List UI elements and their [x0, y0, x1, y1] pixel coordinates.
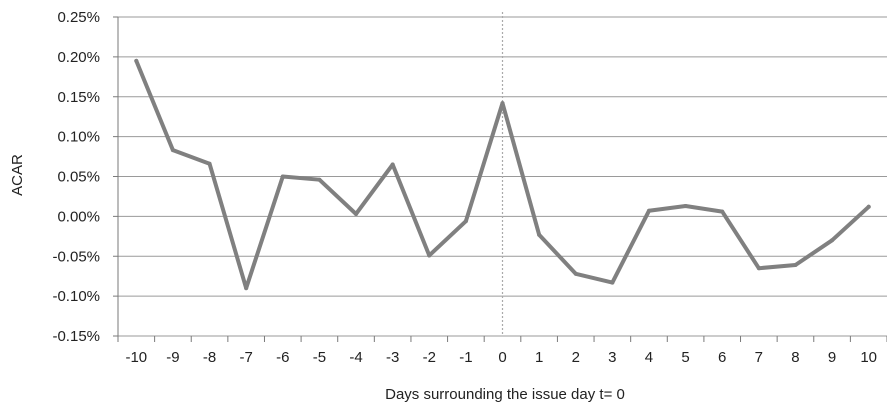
x-tick-label: -10 [125, 349, 147, 366]
x-tick-label: -7 [239, 349, 252, 366]
x-tick-label: 5 [681, 349, 689, 366]
x-tick-label: -3 [386, 349, 399, 366]
y-tick-label: -0.15% [52, 328, 100, 345]
data-point [610, 280, 615, 285]
x-tick-label: 4 [645, 349, 653, 366]
data-point [756, 266, 761, 271]
y-tick-label: 0.25% [57, 9, 100, 26]
y-tick-label: -0.05% [52, 248, 100, 265]
y-tick-label: 0.10% [57, 129, 100, 146]
data-point [573, 271, 578, 276]
data-point [463, 219, 468, 224]
x-tick-label: -1 [459, 349, 472, 366]
data-point [500, 101, 505, 106]
data-point [244, 286, 249, 291]
data-point [390, 162, 395, 167]
x-tick-label: 2 [572, 349, 580, 366]
x-axis-title: Days surrounding the issue day t= 0 [385, 386, 625, 403]
data-point [170, 148, 175, 153]
y-tick-label: 0.05% [57, 169, 100, 186]
data-point [354, 211, 359, 216]
x-tick-label: -4 [349, 349, 362, 366]
data-point [866, 204, 871, 209]
x-tick-label: -6 [276, 349, 289, 366]
data-point [830, 238, 835, 243]
x-tick-label: -2 [423, 349, 436, 366]
data-point [683, 204, 688, 209]
data-point [280, 174, 285, 179]
y-tick-label: 0.00% [57, 208, 100, 225]
data-point [134, 58, 139, 63]
series-group [134, 58, 871, 291]
x-tick-label: 9 [828, 349, 836, 366]
x-tick-label: 7 [755, 349, 763, 366]
y-tick-labels: 0.25% 0.20% 0.15% 0.10% 0.05% 0.00% -0.05% -0.1… [52, 9, 100, 345]
y-tick-label: 0.20% [57, 49, 100, 66]
x-tick-label: 3 [608, 349, 616, 366]
x-tick-label: -9 [166, 349, 179, 366]
x-tick-label: 8 [791, 349, 799, 366]
x-tick-label: -5 [313, 349, 326, 366]
data-point [207, 161, 212, 166]
x-tick-labels: -10 -9 -8 -7 -6 -5 -4 -3 -2 -1 0 1 2 3 4 5 6 7 8 9 10 [125, 349, 877, 366]
x-tick-label: 1 [535, 349, 543, 366]
data-point [317, 177, 322, 182]
axes [113, 16, 887, 342]
x-tick-label: -8 [203, 349, 216, 366]
data-point [720, 209, 725, 214]
y-axis-title: ACAR [9, 154, 26, 196]
x-tick-label: 10 [860, 349, 877, 366]
x-tick-label: 0 [498, 349, 506, 366]
x-tick-label: 6 [718, 349, 726, 366]
series-line-acar [134, 58, 871, 291]
data-point [793, 263, 798, 268]
y-tick-label: 0.15% [57, 89, 100, 106]
data-point [427, 253, 432, 258]
data-point [537, 232, 542, 237]
data-point [646, 208, 651, 213]
y-tick-label: -0.10% [52, 288, 100, 305]
